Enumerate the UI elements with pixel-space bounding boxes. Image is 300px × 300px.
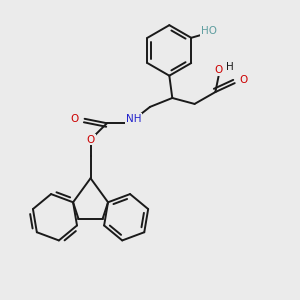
Text: H: H — [226, 62, 234, 72]
Text: NH: NH — [126, 114, 141, 124]
Text: O: O — [70, 114, 78, 124]
Text: O: O — [214, 65, 223, 75]
Text: HO: HO — [201, 26, 217, 36]
Text: O: O — [86, 135, 95, 145]
Text: O: O — [239, 75, 248, 85]
